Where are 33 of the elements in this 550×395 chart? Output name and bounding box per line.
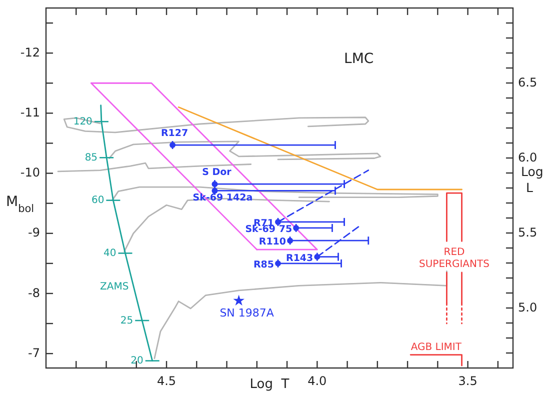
y2-tick-label: 5.0 bbox=[518, 300, 538, 314]
series-label: R110 bbox=[258, 236, 286, 248]
y2-tick-label: 6.0 bbox=[518, 150, 538, 164]
y2-tick-label: 6.5 bbox=[518, 75, 538, 90]
annotation: 25 bbox=[120, 315, 134, 326]
y-tick-label: -9 bbox=[28, 226, 40, 240]
series-label: R85 bbox=[253, 259, 274, 270]
series-label: AGB LIMIT bbox=[410, 342, 462, 353]
y-axis-title: M$_{bol}$ bbox=[6, 194, 34, 215]
annotation: 40 bbox=[104, 248, 116, 259]
annotation: 60 bbox=[91, 195, 104, 206]
series-label: ZAMS bbox=[100, 282, 129, 293]
annotation: 85 bbox=[84, 152, 98, 164]
y-tick-label: -7 bbox=[28, 346, 40, 360]
x-tick-label: 3.5 bbox=[458, 374, 478, 388]
series-label: SN 1987A bbox=[220, 306, 274, 320]
annotation: 20 bbox=[130, 356, 144, 367]
x-tick-label: 4.0 bbox=[308, 374, 327, 388]
y-tick-label: -12 bbox=[20, 45, 40, 60]
series-label: R127 bbox=[160, 128, 188, 140]
y2-tick-label: 5.5 bbox=[518, 225, 538, 240]
series-label: S Dor bbox=[202, 167, 232, 178]
y-tick-label: -8 bbox=[28, 286, 40, 300]
series-label: Sk-69 75 bbox=[245, 224, 292, 235]
x-tick-label: 4.5 bbox=[156, 374, 176, 388]
series-label: RED SUPERGIANTS bbox=[419, 247, 490, 270]
x-axis-title: Log T bbox=[250, 377, 290, 392]
y2-axis-title: Log L bbox=[521, 164, 544, 195]
y-tick-label: -10 bbox=[20, 166, 40, 180]
y-tick-label: -11 bbox=[20, 105, 40, 120]
series-label: R143 bbox=[286, 252, 314, 264]
annotation: 120 bbox=[73, 116, 92, 128]
text: LMC bbox=[344, 51, 374, 67]
